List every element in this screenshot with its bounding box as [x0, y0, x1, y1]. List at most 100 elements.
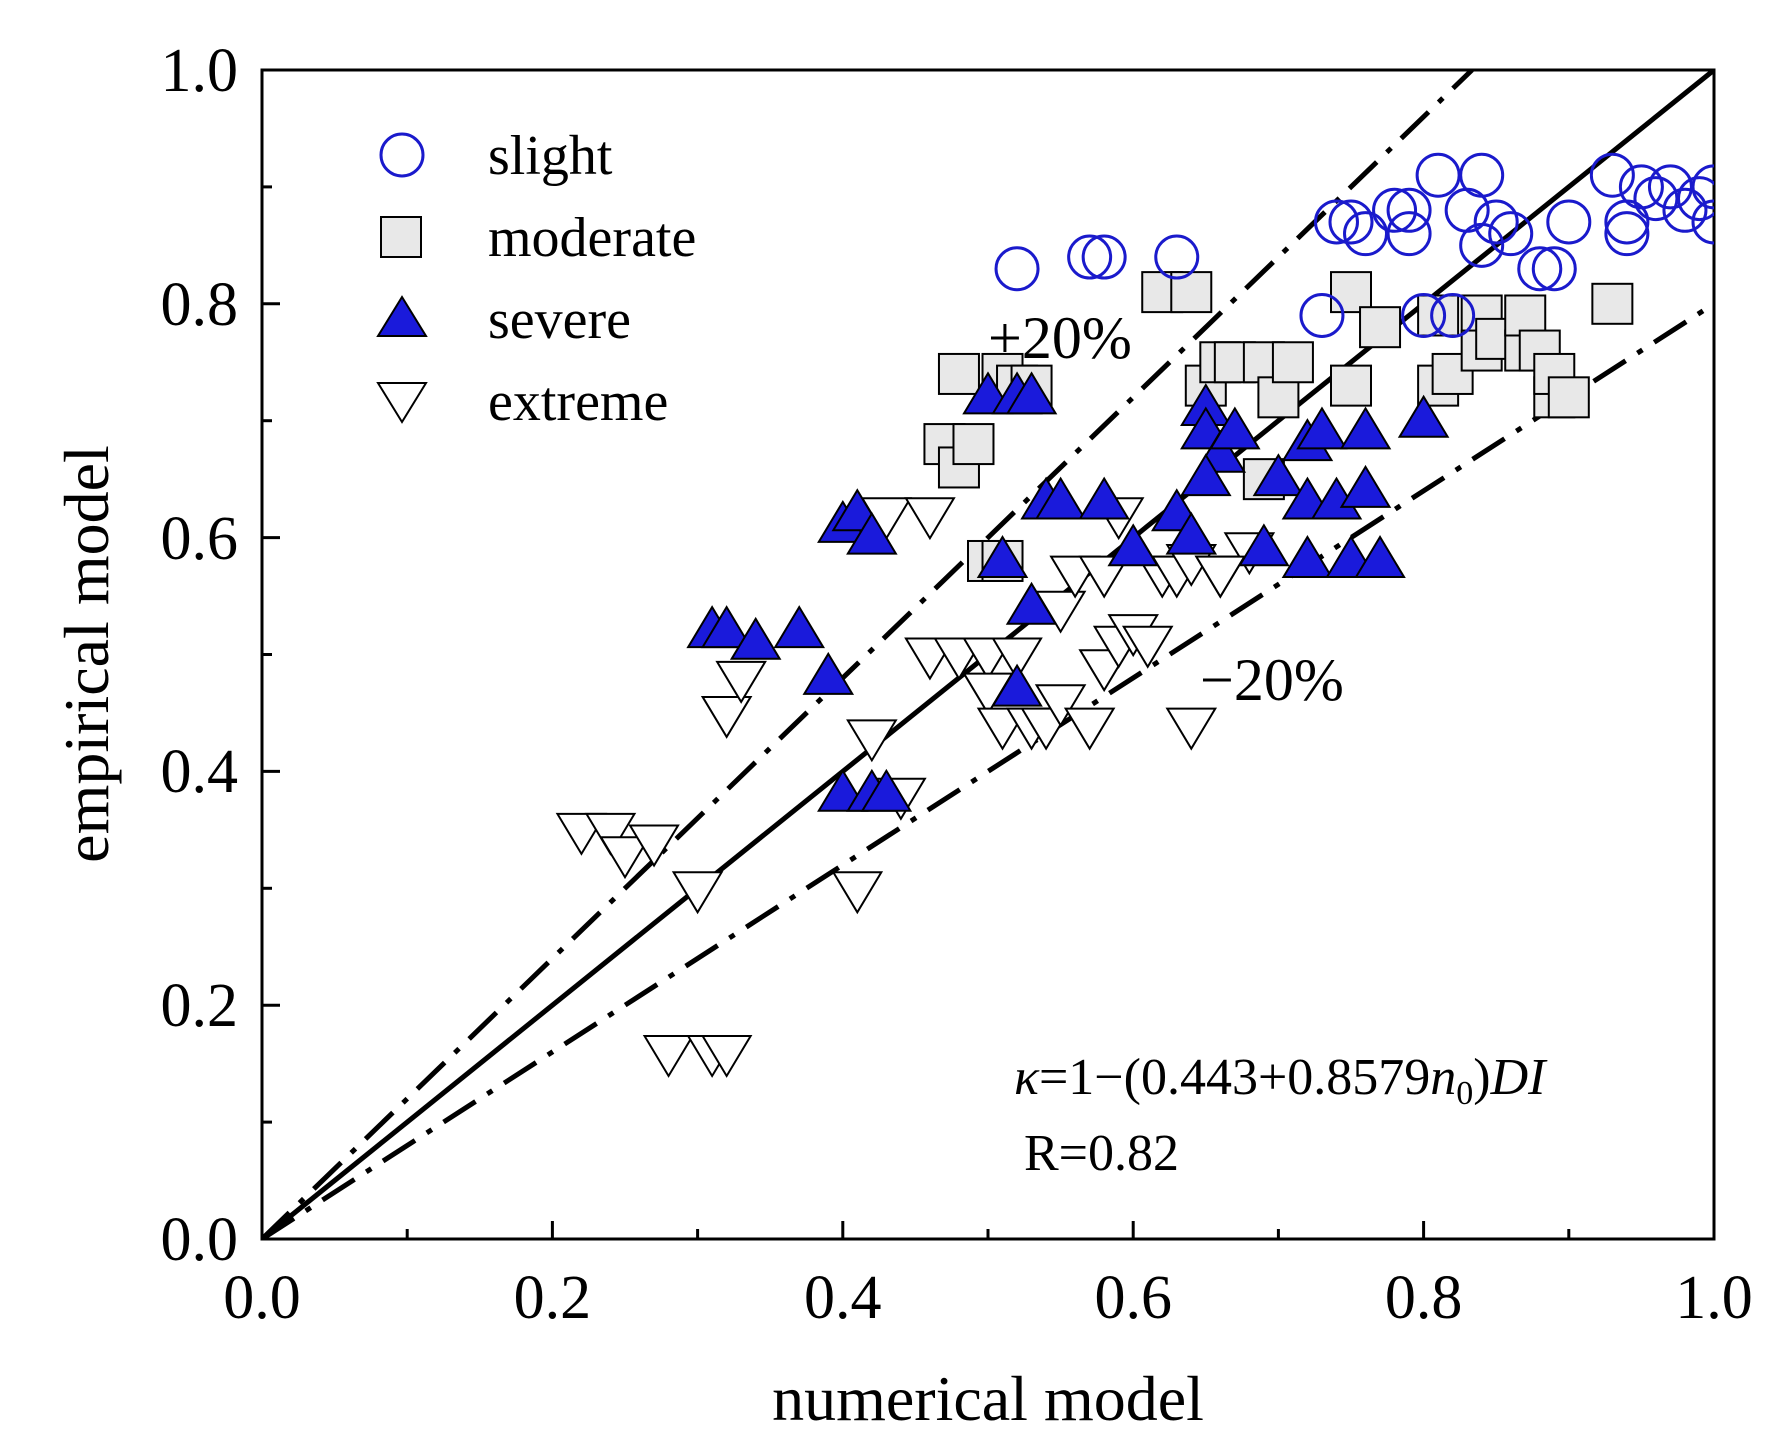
legend-label-moderate: moderate [488, 207, 696, 269]
data-point-extreme [599, 836, 651, 880]
data-point-severe [1165, 511, 1218, 555]
data-point-slight [1081, 234, 1127, 280]
data-point-slight [1647, 164, 1693, 210]
plus-20-line [262, 70, 1474, 1239]
data-point-slight [1589, 152, 1635, 198]
x-tick-label: 0.2 [514, 1264, 592, 1332]
data-point-slight [1633, 176, 1679, 222]
data-point-extreme [1165, 707, 1218, 751]
data-point-extreme [991, 637, 1043, 681]
data-point-severe [1354, 535, 1406, 578]
data-point-severe [773, 605, 826, 649]
data-point-extreme [1121, 625, 1174, 669]
data-point-slight [1328, 199, 1374, 245]
x-axis-title: numerical model [772, 1363, 1204, 1434]
data-point-severe [1397, 394, 1450, 438]
data-point-slight [1531, 246, 1577, 292]
data-point-extreme [700, 695, 753, 739]
data-point-extreme [831, 871, 884, 915]
data-point-moderate [1547, 376, 1590, 419]
data-point-slight [1691, 164, 1714, 210]
data-point-moderate [1359, 306, 1402, 349]
data-point-slight [1299, 292, 1345, 338]
x-tick-label: 0.6 [1094, 1264, 1172, 1332]
data-point-severe [1238, 523, 1290, 567]
data-point-slight [994, 246, 1040, 292]
data-point-extreme [1078, 555, 1130, 599]
data-point-moderate [1591, 282, 1634, 325]
eq-n: n [1430, 1049, 1456, 1106]
data-point-extreme [671, 871, 724, 915]
data-point-slight [1372, 187, 1418, 233]
data-point-slight [1154, 234, 1200, 280]
data-point-slight [1676, 176, 1714, 222]
legend-marker-moderate [380, 216, 422, 258]
data-point-slight [1386, 187, 1432, 233]
data-point-severe [1252, 453, 1305, 497]
legend-label-severe: severe [488, 289, 631, 351]
eq-di: DI [1490, 1049, 1549, 1106]
data-point-moderate [1504, 294, 1547, 337]
data-point-severe [1034, 476, 1087, 520]
data-point-moderate [1257, 376, 1300, 419]
x-tick-label: 1.0 [1675, 1264, 1753, 1332]
legend-marker-slight [379, 132, 425, 178]
data-point-slight [1459, 222, 1505, 268]
data-point-severe [991, 663, 1043, 707]
data-point-extreme [1034, 684, 1087, 728]
x-tick-label: 0.0 [223, 1264, 301, 1332]
data-point-severe [802, 651, 855, 695]
data-point-extreme [715, 660, 767, 704]
data-point-severe [1180, 453, 1232, 497]
data-point-slight [1662, 187, 1708, 233]
data-point-severe [1281, 535, 1334, 578]
y-tick-label: 0.4 [161, 738, 239, 806]
data-point-moderate [937, 352, 980, 395]
data-point-moderate [1330, 271, 1372, 314]
eq-mid: =1−(0.443+0.8579 [1039, 1049, 1430, 1106]
data-point-severe [1005, 371, 1058, 415]
data-point-slight [1473, 199, 1519, 245]
data-point-slight [1488, 211, 1534, 257]
data-point-extreme [642, 1034, 695, 1078]
data-point-severe [1005, 581, 1058, 625]
data-point-severe [976, 535, 1029, 578]
data-point-slight [1401, 292, 1447, 338]
data-point-moderate [952, 423, 995, 466]
y-tick-label: 0.8 [161, 271, 239, 339]
data-point-severe [860, 768, 913, 812]
data-point-extreme [584, 812, 637, 856]
legend: slight moderate severe extreme [376, 125, 696, 433]
legend-label-extreme: extreme [488, 371, 668, 433]
data-point-severe [1339, 406, 1392, 450]
data-point-slight [1691, 199, 1714, 245]
data-point-extreme [628, 824, 680, 868]
y-tick-label: 0.6 [161, 505, 239, 573]
data-point-slight [1517, 246, 1563, 292]
data-point-slight [1343, 211, 1389, 257]
y-axis-title: empirical model [51, 445, 122, 863]
data-point-severe [729, 616, 782, 660]
legend-label-slight: slight [488, 125, 613, 187]
x-tick-label: 0.4 [804, 1264, 882, 1332]
data-point-severe [1209, 406, 1261, 450]
data-point-severe [846, 511, 898, 555]
data-point-slight [1618, 164, 1664, 210]
data-point-slight [1546, 199, 1592, 245]
legend-marker-extreme [376, 382, 428, 424]
y-tick-label: 0.2 [161, 972, 239, 1040]
data-point-severe [1078, 476, 1130, 520]
upper-band-label: +20% [988, 305, 1132, 371]
data-point-slight [1604, 211, 1650, 257]
data-point-slight [1067, 234, 1113, 280]
eq-kappa: κ [1014, 1049, 1040, 1106]
data-point-slight [1459, 152, 1505, 198]
data-point-severe [1296, 406, 1348, 450]
data-point-slight [1415, 152, 1461, 198]
y-tick-label: 0.0 [161, 1206, 239, 1274]
data-point-extreme [904, 497, 956, 541]
r-value-annotation: R=0.82 [1024, 1125, 1179, 1182]
data-point-extreme [1063, 707, 1116, 751]
data-point-slight [1430, 292, 1476, 338]
